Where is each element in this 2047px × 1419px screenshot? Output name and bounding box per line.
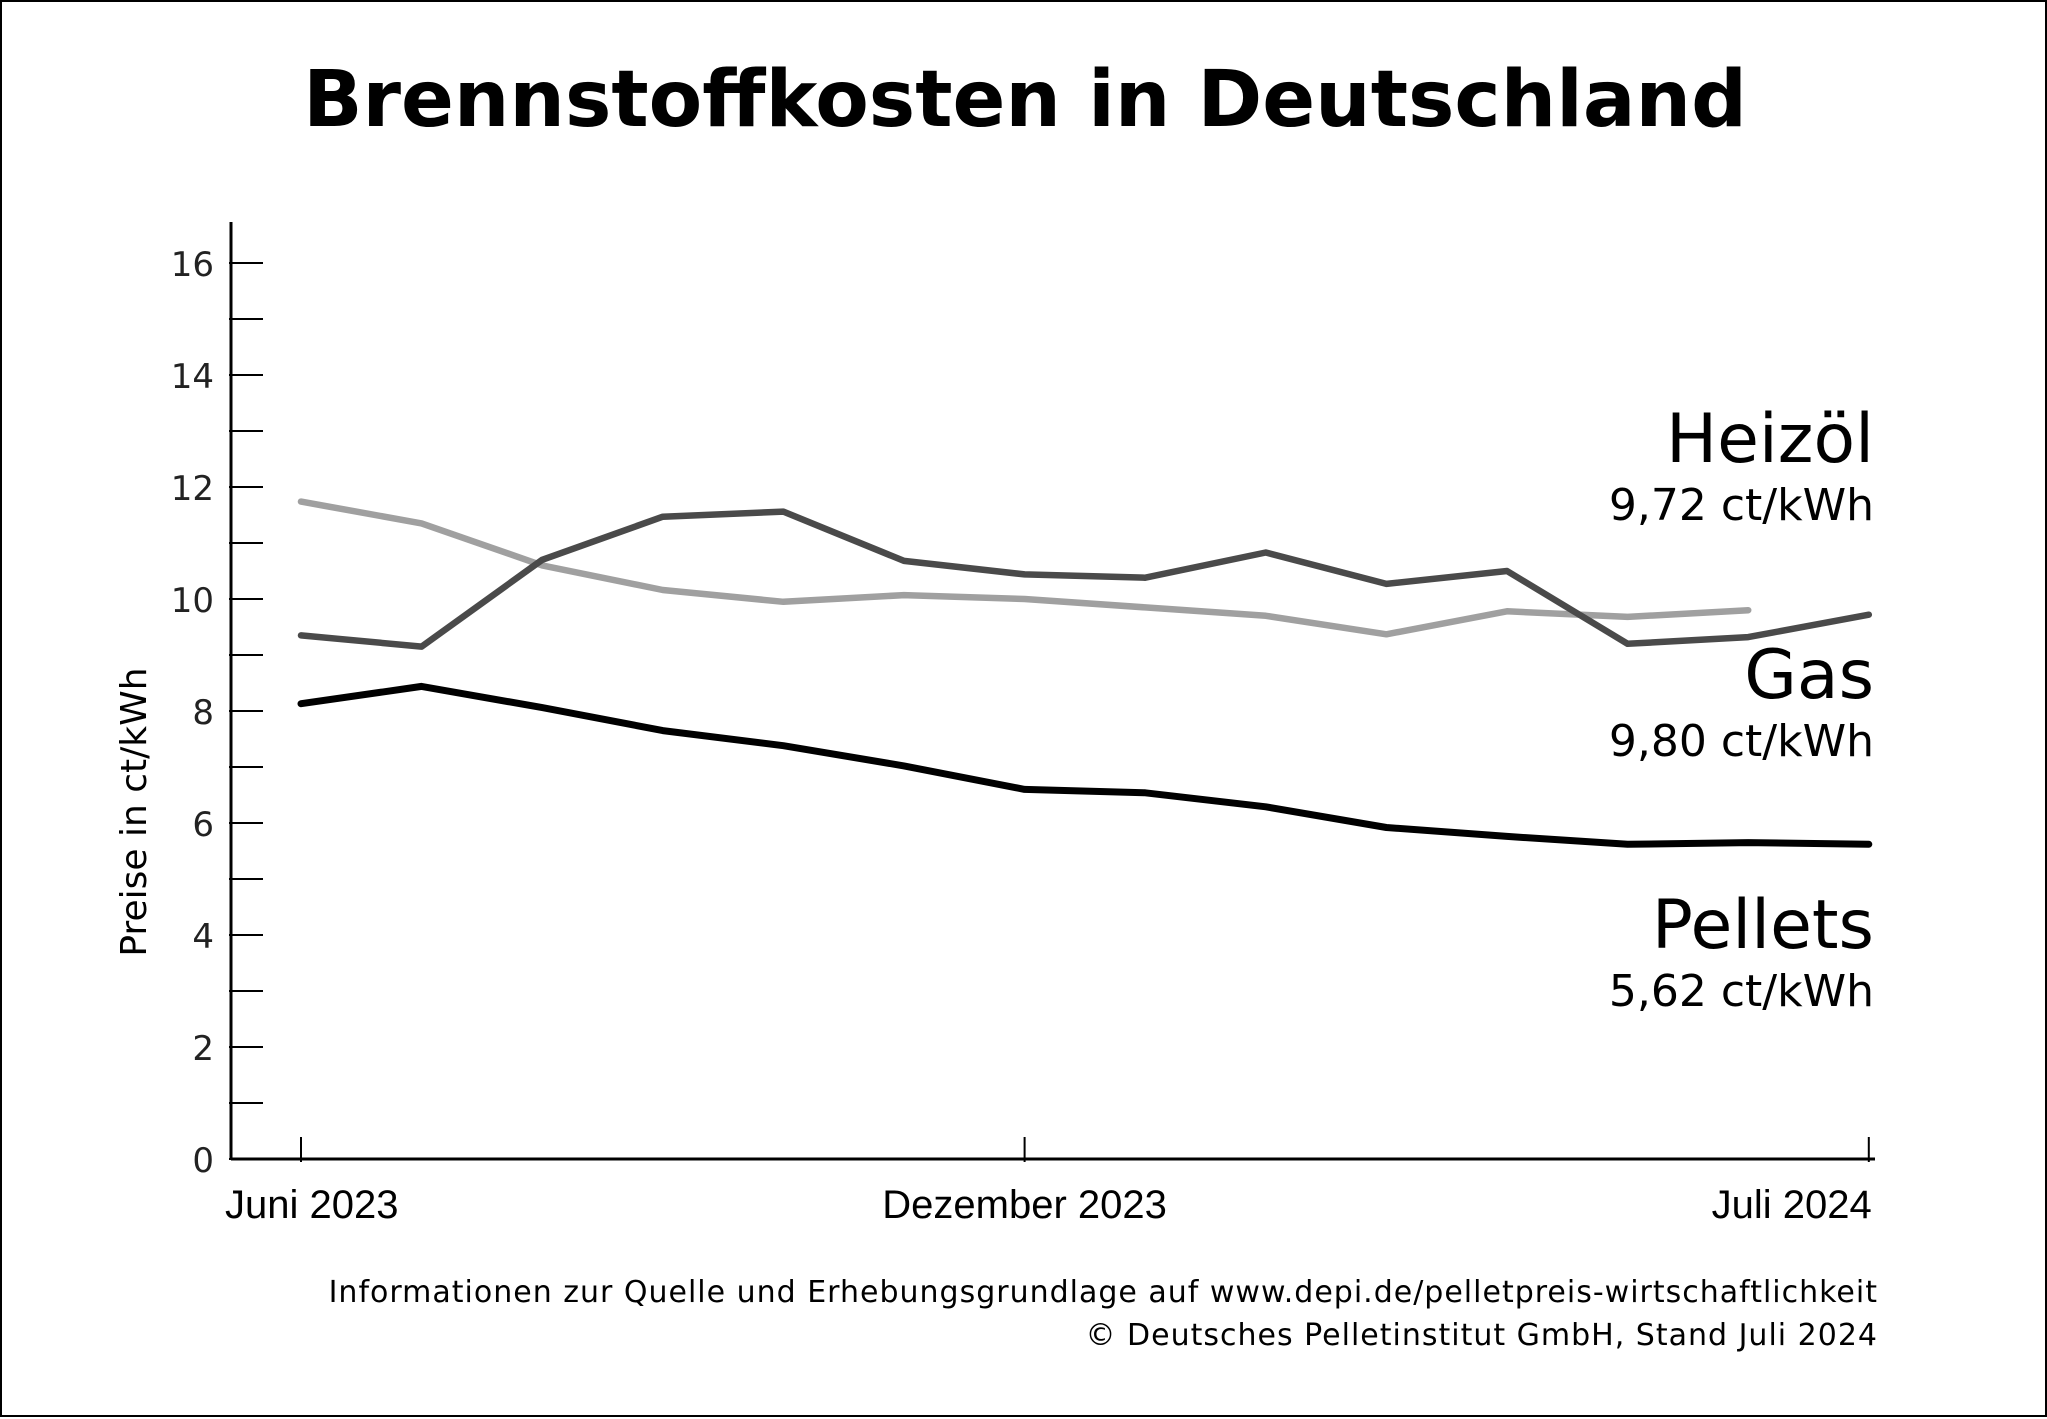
y-tick-label: 6: [192, 805, 214, 845]
gas-line: [297, 498, 1752, 638]
y-tick-label: 16: [171, 245, 214, 285]
source-note: Informationen zur Quelle und Erhebungsgr…: [329, 1275, 1878, 1310]
gas-value: 9,80 ct/kWh: [1609, 716, 1874, 767]
x-tick-label: Dezember 2023: [882, 1183, 1167, 1227]
x-ticks: Juni 2023 Dezember 2023 Juli 2024: [225, 1137, 1872, 1227]
pellets-line: [297, 682, 1873, 848]
pellets-value: 5,62 ct/kWh: [1609, 966, 1874, 1017]
y-tick-label: 2: [192, 1029, 214, 1069]
y-axis-label: Preise in ct/kWh: [114, 667, 155, 956]
y-tick-label: 8: [192, 693, 214, 733]
series-lines: [297, 498, 1873, 848]
heizoel-line: [297, 508, 1873, 650]
y-tick-label: 14: [171, 357, 214, 397]
y-tick-label: 10: [171, 581, 214, 621]
series-labels: Heizöl 9,72 ct/kWh Gas 9,80 ct/kWh Pelle…: [1609, 400, 1874, 1017]
copyright-note: © Deutsches Pelletinstitut GmbH, Stand J…: [1086, 1318, 1879, 1353]
gas-label: Gas: [1744, 636, 1874, 715]
y-tick-label: 0: [192, 1141, 214, 1181]
heizoel-label: Heizöl: [1666, 400, 1874, 479]
axes: [229, 222, 1875, 1161]
y-tick-label: 4: [192, 917, 214, 957]
heizoel-value: 9,72 ct/kWh: [1609, 480, 1874, 531]
y-tick-label: 12: [171, 469, 214, 509]
x-tick-label: Juni 2023: [225, 1183, 398, 1227]
y-ticks: 0 2 4 6 8 10 12 14 16: [171, 245, 263, 1181]
chart-title: Brennstoffkosten in Deutschland: [303, 55, 1747, 145]
pellets-label: Pellets: [1652, 886, 1874, 965]
x-tick-label: Juli 2024: [1712, 1183, 1872, 1227]
